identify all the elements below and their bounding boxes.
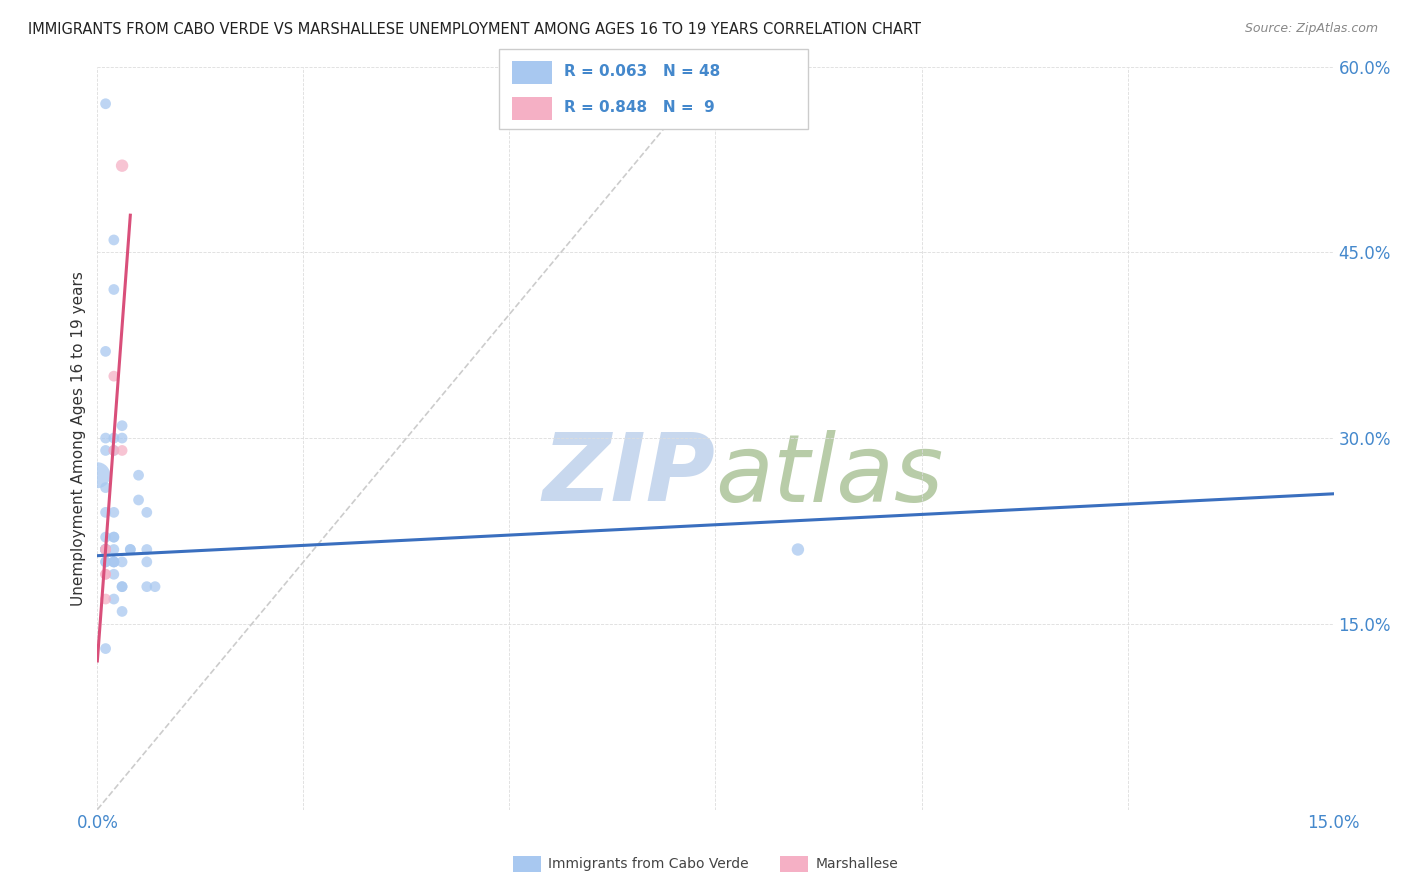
Point <box>103 431 125 445</box>
Point <box>120 542 142 557</box>
Point <box>135 542 157 557</box>
Point <box>103 592 125 607</box>
Point <box>111 443 134 458</box>
Point <box>128 468 150 483</box>
Point <box>498 96 520 111</box>
Point <box>111 555 134 569</box>
Point <box>94 555 117 569</box>
Point <box>94 592 117 607</box>
Point <box>103 530 125 544</box>
Point <box>103 542 125 557</box>
Point <box>103 567 125 582</box>
Text: R = 0.848   N =  9: R = 0.848 N = 9 <box>564 100 714 115</box>
Point <box>111 580 134 594</box>
Point <box>111 580 134 594</box>
Text: atlas: atlas <box>716 430 943 521</box>
Point <box>94 505 117 519</box>
Bar <box>512 62 551 84</box>
Point <box>103 555 125 569</box>
Point <box>94 567 117 582</box>
Point <box>143 580 166 594</box>
Point <box>94 542 117 557</box>
Point <box>103 369 125 384</box>
Point <box>94 530 117 544</box>
Point <box>103 233 125 247</box>
Point <box>111 604 134 618</box>
Point <box>94 641 117 656</box>
Point <box>94 542 117 557</box>
Point <box>103 283 125 297</box>
Point <box>94 542 117 557</box>
Point <box>103 443 125 458</box>
Point <box>94 542 117 557</box>
Point <box>787 542 810 557</box>
Bar <box>512 97 551 120</box>
Point <box>128 493 150 508</box>
Point <box>94 481 117 495</box>
Text: IMMIGRANTS FROM CABO VERDE VS MARSHALLESE UNEMPLOYMENT AMONG AGES 16 TO 19 YEARS: IMMIGRANTS FROM CABO VERDE VS MARSHALLES… <box>28 22 921 37</box>
Point <box>111 418 134 433</box>
Point <box>94 542 117 557</box>
Text: R = 0.063   N = 48: R = 0.063 N = 48 <box>564 64 720 79</box>
Point <box>94 344 117 359</box>
Point <box>94 567 117 582</box>
Point <box>103 555 125 569</box>
Text: ZIP: ZIP <box>543 429 716 521</box>
Point <box>94 443 117 458</box>
Point <box>135 555 157 569</box>
Point <box>103 505 125 519</box>
Y-axis label: Unemployment Among Ages 16 to 19 years: Unemployment Among Ages 16 to 19 years <box>72 270 86 606</box>
Point <box>94 96 117 111</box>
Text: Marshallese: Marshallese <box>815 857 898 871</box>
Point <box>94 542 117 557</box>
Point <box>103 443 125 458</box>
Point <box>94 542 117 557</box>
Point <box>111 431 134 445</box>
Point <box>103 555 125 569</box>
FancyBboxPatch shape <box>499 49 808 129</box>
Point <box>135 505 157 519</box>
Point <box>135 580 157 594</box>
Point <box>86 468 108 483</box>
Point <box>94 542 117 557</box>
Text: Source: ZipAtlas.com: Source: ZipAtlas.com <box>1244 22 1378 36</box>
Text: Immigrants from Cabo Verde: Immigrants from Cabo Verde <box>548 857 749 871</box>
Point <box>94 542 117 557</box>
Point <box>94 431 117 445</box>
Point <box>120 542 142 557</box>
Point <box>94 555 117 569</box>
Point <box>103 530 125 544</box>
Point <box>111 159 134 173</box>
